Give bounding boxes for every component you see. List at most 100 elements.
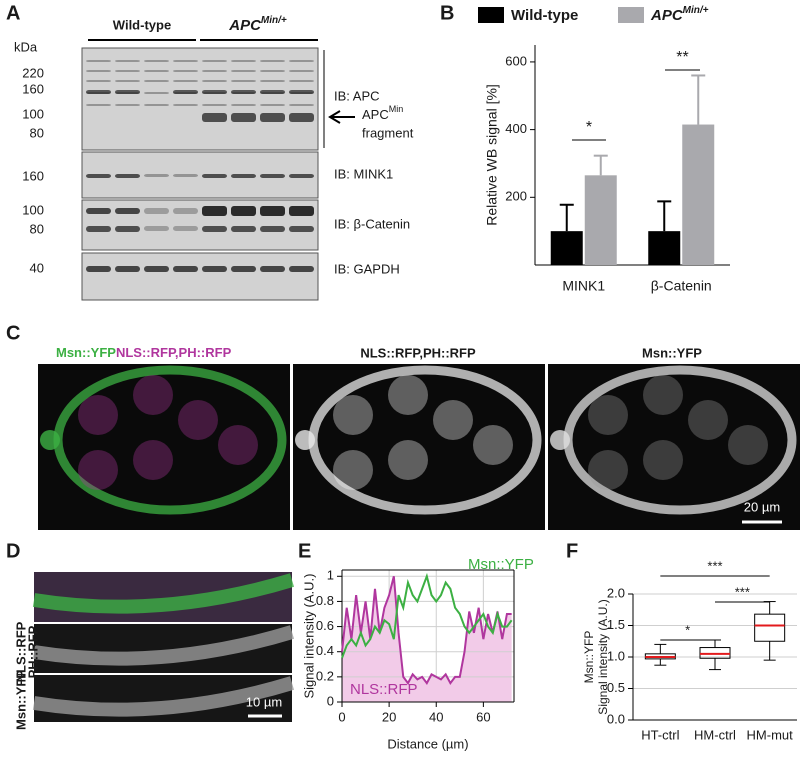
y-tick-label: 0.0 xyxy=(607,711,625,726)
panel-label: F xyxy=(566,540,578,562)
nucleus xyxy=(333,395,373,435)
sig-label: * xyxy=(586,119,592,136)
y-tick-label: 200 xyxy=(505,189,527,204)
blot-band xyxy=(289,60,314,62)
panel-label: E xyxy=(298,540,311,562)
blot-band xyxy=(115,174,140,178)
nucleus xyxy=(588,395,628,435)
legend-label: Wild-type xyxy=(511,7,578,24)
bar xyxy=(682,124,715,266)
blot-band xyxy=(231,90,256,94)
blot-band xyxy=(173,174,198,177)
blot-band xyxy=(86,104,111,106)
panel-label: A xyxy=(6,2,20,24)
blot-band xyxy=(289,90,314,94)
y-tick-label: 0.2 xyxy=(316,668,334,683)
blot-band xyxy=(115,80,140,82)
blot-band xyxy=(115,208,140,214)
fragment-name: APC xyxy=(362,107,389,122)
x-tick-label: β-Catenin xyxy=(651,278,712,294)
y-axis-label: Msn::YFP xyxy=(582,631,596,684)
y-tick-label: 600 xyxy=(505,53,527,68)
y-tick-label: 1 xyxy=(327,568,334,583)
blot-band xyxy=(173,60,198,62)
y-tick-label: 0.4 xyxy=(316,643,334,658)
box xyxy=(754,613,786,642)
x-axis-label: Distance (µm) xyxy=(387,736,468,751)
marker: 220 xyxy=(22,65,44,80)
nucleus xyxy=(388,440,428,480)
x-tick-label: HT-ctrl xyxy=(641,727,679,742)
marker: 100 xyxy=(22,106,44,121)
nucleus xyxy=(728,425,768,465)
blot-band xyxy=(289,174,314,178)
blot-band xyxy=(173,90,198,94)
blot-band xyxy=(202,70,227,72)
legend-label: APCMin/+ xyxy=(650,5,709,24)
x-tick-label: HM-ctrl xyxy=(694,727,736,742)
blot-band xyxy=(144,92,169,94)
nucleus xyxy=(218,425,258,465)
blot-band xyxy=(86,208,111,214)
channel-title: Msn::YFPNLS::RFP,PH::RFP xyxy=(56,345,232,360)
blot-band xyxy=(115,60,140,62)
fragment-label: fragment xyxy=(362,125,414,140)
bar xyxy=(550,231,583,265)
ib-label: IB: β-Catenin xyxy=(334,216,410,231)
panel-label: D xyxy=(6,540,20,562)
y-axis-label: Signal intensity (A.U.) xyxy=(596,599,610,714)
marker: 80 xyxy=(30,221,44,236)
blot-band xyxy=(144,80,169,82)
nucleus xyxy=(133,375,173,415)
legend-name: APC xyxy=(650,7,684,24)
micrographs xyxy=(32,364,800,722)
y-tick-label: 1.5 xyxy=(607,617,625,632)
blot-band xyxy=(260,226,285,232)
blot-band xyxy=(260,113,285,122)
nucleus xyxy=(133,440,173,480)
cell xyxy=(295,430,315,450)
blot-band xyxy=(173,80,198,82)
blot-band xyxy=(115,104,140,106)
blot-band xyxy=(86,266,111,272)
marker: 100 xyxy=(22,202,44,217)
series-label: NLS::RFP xyxy=(350,681,418,698)
blot-band xyxy=(86,80,111,82)
blot-band xyxy=(231,60,256,62)
blot-band xyxy=(289,80,314,82)
panel-label: C xyxy=(6,322,20,344)
group-label: APCMin/+ xyxy=(228,15,287,34)
epithelium xyxy=(32,625,295,666)
nucleus xyxy=(643,375,683,415)
superscript: Min/+ xyxy=(683,5,709,16)
nucleus xyxy=(388,375,428,415)
blot-band xyxy=(260,174,285,178)
magenta-title: NLS::RFP,PH::RFP xyxy=(116,345,232,360)
x-tick-label: 0 xyxy=(338,709,345,724)
blot-band xyxy=(173,208,198,214)
bar xyxy=(648,231,681,265)
blot-band xyxy=(260,90,285,94)
legend-name: Wild-type xyxy=(511,7,578,24)
nucleus xyxy=(178,400,218,440)
x-tick-label: HM-mut xyxy=(747,727,794,742)
strip-label: PH::RFP xyxy=(25,625,40,678)
blot-band xyxy=(202,60,227,62)
x-tick-label: 20 xyxy=(382,709,396,724)
blot-band xyxy=(202,90,227,94)
blot-band xyxy=(260,80,285,82)
epithelium xyxy=(32,676,295,717)
blot-band xyxy=(86,70,111,72)
blot-band xyxy=(173,70,198,72)
blot-band xyxy=(231,80,256,82)
blot-band xyxy=(231,70,256,72)
blot-band xyxy=(144,104,169,106)
blot-band xyxy=(260,206,285,216)
blot-band xyxy=(289,113,314,122)
blot-band xyxy=(202,226,227,232)
y-tick-label: 400 xyxy=(505,121,527,136)
sig-label: * xyxy=(685,622,690,637)
panel-label: B xyxy=(440,2,454,24)
nucleus xyxy=(473,425,513,465)
line xyxy=(341,572,513,659)
